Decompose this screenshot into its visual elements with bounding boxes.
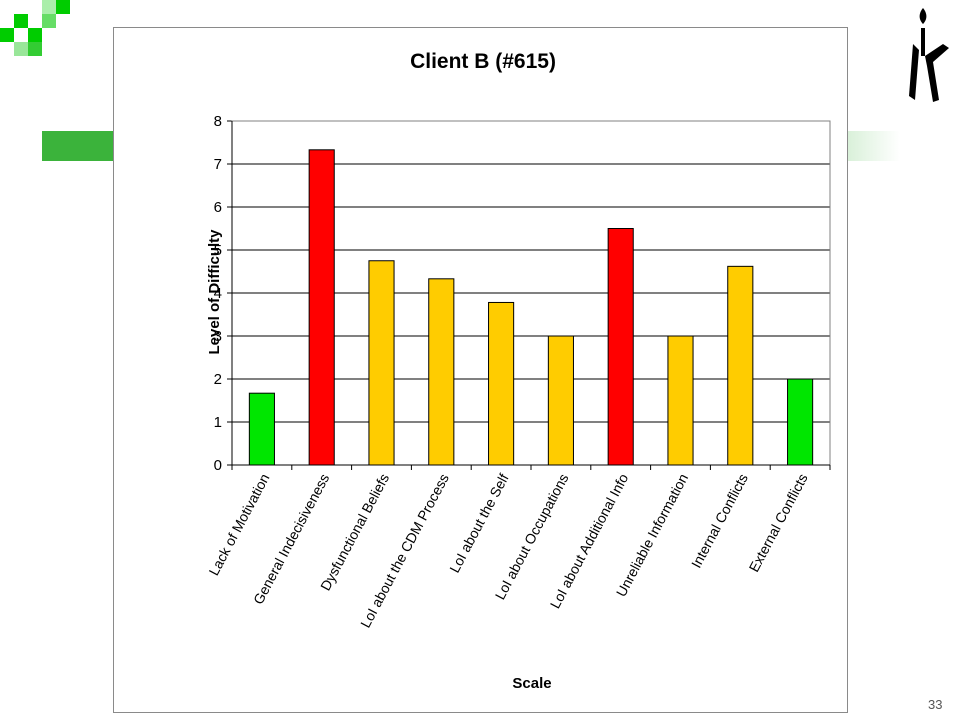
y-tick-label: 2 [214,371,222,388]
x-tick-label: Dysfunctional Beliefs [317,471,392,593]
green-stripe-left [42,131,114,161]
y-tick-label: 8 [214,113,222,130]
bar [607,228,634,466]
y-axis-title: Level of Difficulty [206,229,223,355]
bar [727,265,754,466]
bar-chart: Client B (#615) 0 1 2 3 4 5 6 7 8 Lack of Motiva… [205,50,831,692]
bar [368,260,395,466]
y-tick-labels: 0 1 2 3 4 5 6 7 8 [214,113,222,474]
green-stripe-right [846,131,900,161]
bar [428,278,455,466]
y-tick-label: 6 [214,199,222,216]
x-axis-title: Scale [512,675,551,692]
corner-check-decoration [0,0,72,56]
y-tick-label: 1 [214,414,222,431]
chart-title: Client B (#615) [410,50,556,73]
bar [787,378,814,466]
x-tick-label: External Conflicts [745,471,810,575]
y-tick-label: 5 [214,242,222,259]
bar [488,301,515,466]
slide-number: 33 [928,697,943,712]
x-tick-label: LoI about the Self [446,471,512,576]
y-tick-label: 0 [214,457,222,474]
x-tick-label: Lack of Motivation [205,471,272,578]
bar [308,149,335,466]
bar [248,392,275,466]
bar [547,335,574,466]
y-tick-label: 4 [214,285,222,302]
x-tick-label: Internal Conflicts [688,471,751,571]
candle-logo-icon [903,4,953,104]
y-tick-label: 7 [214,156,222,173]
bar [667,335,694,466]
axes [227,120,831,470]
y-tick-label: 3 [214,328,222,345]
bars [248,149,814,466]
chart-frame: Client B (#615) 0 1 2 3 4 5 6 7 8 Lack of Motiva… [113,27,848,713]
